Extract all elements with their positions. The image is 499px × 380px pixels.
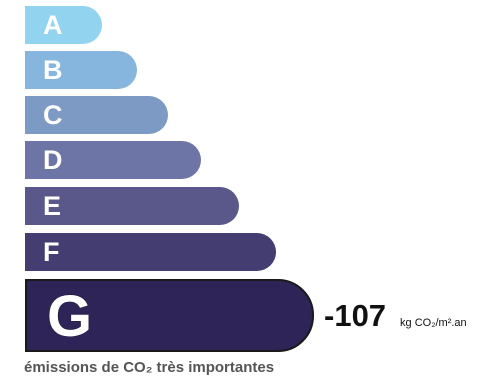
class-bar-a: A (25, 6, 102, 44)
scale-caption: émissions de CO₂ très importantes (24, 359, 275, 376)
emission-unit: kg CO₂/m².an (400, 317, 467, 329)
class-letter-g: G (47, 283, 93, 349)
class-bar-e: E (25, 187, 239, 225)
emission-reading: -107 kg CO₂/m².an (324, 298, 467, 338)
class-letter-f: F (43, 236, 60, 267)
emission-value: -107 (324, 298, 387, 333)
class-letter-e: E (43, 190, 62, 221)
class-bar-b: B (25, 51, 137, 89)
class-letter-c: C (43, 99, 63, 130)
class-bar-f: F (25, 233, 276, 271)
class-bar-c: C (25, 96, 168, 134)
class-letter-d: D (43, 144, 63, 175)
class-letter-b: B (43, 54, 63, 85)
class-letter-a: A (43, 9, 63, 40)
class-bar-d: D (25, 141, 201, 179)
class-bar-g-current: G (25, 279, 314, 352)
